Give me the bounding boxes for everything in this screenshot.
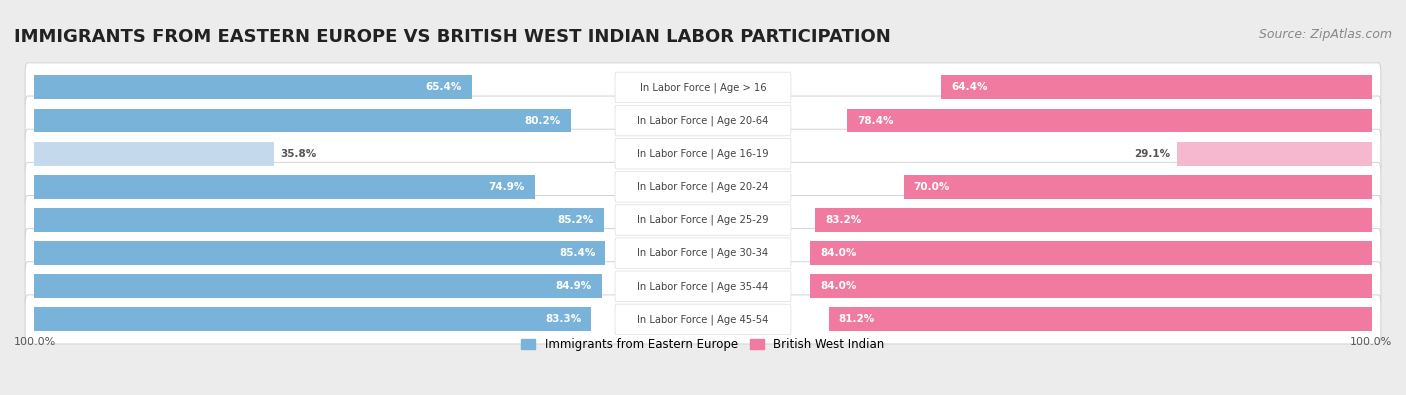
FancyBboxPatch shape [614,271,792,301]
FancyBboxPatch shape [25,129,1381,178]
Bar [828,307,1372,331]
Text: 81.2%: 81.2% [839,314,875,324]
Bar [34,241,606,265]
Bar [810,275,1372,298]
Text: 29.1%: 29.1% [1135,149,1171,159]
Bar [1177,142,1372,166]
Text: 35.8%: 35.8% [280,149,316,159]
Text: 78.4%: 78.4% [858,116,894,126]
Bar [34,175,536,199]
Text: In Labor Force | Age 30-34: In Labor Force | Age 30-34 [637,248,769,258]
Text: In Labor Force | Age 16-19: In Labor Force | Age 16-19 [637,149,769,159]
Bar [810,241,1372,265]
Text: Source: ZipAtlas.com: Source: ZipAtlas.com [1258,28,1392,41]
Text: In Labor Force | Age 25-29: In Labor Force | Age 25-29 [637,215,769,225]
FancyBboxPatch shape [614,171,792,202]
Text: 84.9%: 84.9% [555,281,592,291]
Text: 83.3%: 83.3% [546,314,581,324]
FancyBboxPatch shape [614,72,792,103]
Text: 65.4%: 65.4% [425,83,461,92]
Bar [941,75,1372,100]
Text: In Labor Force | Age 45-54: In Labor Force | Age 45-54 [637,314,769,325]
Text: In Labor Force | Age 20-64: In Labor Force | Age 20-64 [637,115,769,126]
Text: 84.0%: 84.0% [820,281,856,291]
FancyBboxPatch shape [25,162,1381,211]
Text: 64.4%: 64.4% [950,83,987,92]
FancyBboxPatch shape [25,63,1381,112]
FancyBboxPatch shape [25,262,1381,311]
Bar [904,175,1372,199]
Bar [848,109,1372,132]
FancyBboxPatch shape [614,139,792,169]
FancyBboxPatch shape [614,304,792,335]
FancyBboxPatch shape [614,105,792,136]
Text: In Labor Force | Age > 16: In Labor Force | Age > 16 [640,82,766,93]
Text: 100.0%: 100.0% [1350,337,1392,346]
Text: 100.0%: 100.0% [14,337,56,346]
FancyBboxPatch shape [25,295,1381,344]
Text: 85.2%: 85.2% [558,215,593,225]
Bar [34,208,605,232]
FancyBboxPatch shape [25,196,1381,245]
Bar [34,75,471,100]
Text: 84.0%: 84.0% [820,248,856,258]
Text: In Labor Force | Age 35-44: In Labor Force | Age 35-44 [637,281,769,292]
Text: 85.4%: 85.4% [560,248,595,258]
Text: In Labor Force | Age 20-24: In Labor Force | Age 20-24 [637,182,769,192]
Bar [34,109,571,132]
Legend: Immigrants from Eastern Europe, British West Indian: Immigrants from Eastern Europe, British … [516,334,890,356]
FancyBboxPatch shape [25,229,1381,278]
Text: 74.9%: 74.9% [489,182,524,192]
Text: IMMIGRANTS FROM EASTERN EUROPE VS BRITISH WEST INDIAN LABOR PARTICIPATION: IMMIGRANTS FROM EASTERN EUROPE VS BRITIS… [14,28,891,46]
Text: 83.2%: 83.2% [825,215,862,225]
FancyBboxPatch shape [25,96,1381,145]
Text: 70.0%: 70.0% [914,182,950,192]
Bar [34,275,602,298]
Text: 80.2%: 80.2% [524,116,561,126]
Bar [34,307,592,331]
FancyBboxPatch shape [614,238,792,268]
FancyBboxPatch shape [614,205,792,235]
Bar [34,142,274,166]
Bar [815,208,1372,232]
